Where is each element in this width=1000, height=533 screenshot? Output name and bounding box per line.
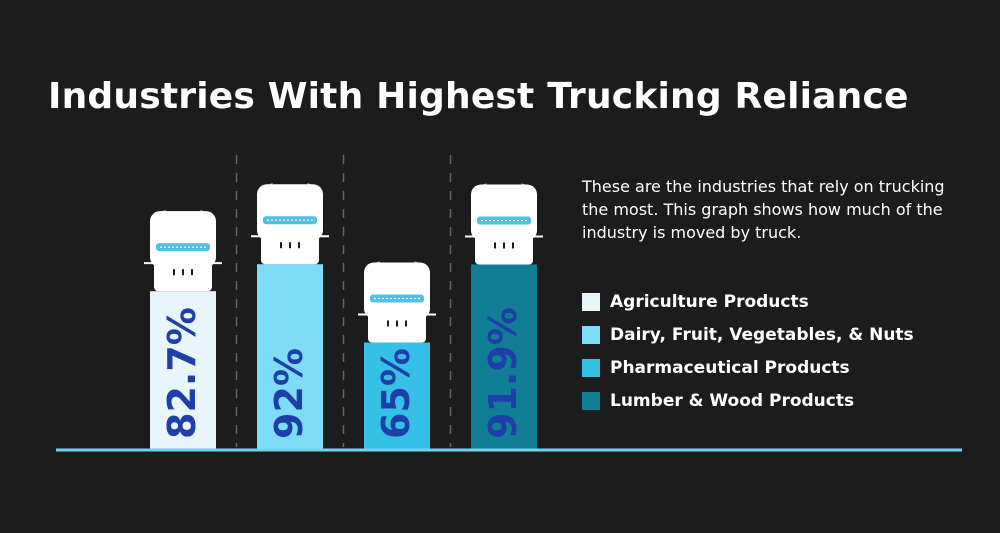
legend-swatch xyxy=(582,391,600,410)
data-label: 91.9% xyxy=(481,307,525,439)
grille-mark xyxy=(494,242,496,249)
truck-cab xyxy=(364,262,430,319)
grille-mark xyxy=(191,269,193,276)
truck-cab xyxy=(471,184,537,241)
bar xyxy=(257,264,323,449)
legend-label: Pharmaceutical Products xyxy=(610,357,850,378)
truck-windshield xyxy=(477,216,531,225)
data-label: 65% xyxy=(374,348,418,439)
bar xyxy=(150,291,216,449)
grille-mark xyxy=(503,242,505,249)
legend-swatch xyxy=(582,358,600,377)
data-label: 92% xyxy=(267,348,311,439)
grille-mark xyxy=(289,242,291,249)
truck-cab xyxy=(257,184,323,241)
truck-windshield xyxy=(263,216,317,225)
truck-cab xyxy=(150,211,216,268)
legend-label: Dairy, Fruit, Vegetables, & Nuts xyxy=(610,324,914,345)
legend-label: Agriculture Products xyxy=(610,291,809,312)
grille-mark xyxy=(396,320,398,327)
legend-item: Lumber & Wood Products xyxy=(582,384,914,417)
chart-description: These are the industries that rely on tr… xyxy=(582,177,945,242)
grille-mark xyxy=(173,269,175,276)
legend-swatch xyxy=(582,325,600,344)
legend-item: Pharmaceutical Products xyxy=(582,351,914,384)
grille-mark xyxy=(512,242,514,249)
bar xyxy=(471,264,537,449)
chart-title: Industries With Highest Trucking Relianc… xyxy=(48,76,909,117)
grille-mark xyxy=(182,269,184,276)
legend-label: Lumber & Wood Products xyxy=(610,390,855,411)
legend-swatch xyxy=(582,292,600,311)
grille-mark xyxy=(387,320,389,327)
truck-windshield xyxy=(370,294,424,303)
legend-item: Agriculture Products xyxy=(582,285,914,318)
grille-mark xyxy=(280,242,282,249)
legend-item: Dairy, Fruit, Vegetables, & Nuts xyxy=(582,318,914,351)
bar xyxy=(364,342,430,449)
legend: Agriculture Products Dairy, Fruit, Veget… xyxy=(582,285,914,417)
truck-windshield xyxy=(156,243,210,252)
data-label: 82.7% xyxy=(160,307,204,439)
grille-mark xyxy=(298,242,300,249)
grille-mark xyxy=(405,320,407,327)
